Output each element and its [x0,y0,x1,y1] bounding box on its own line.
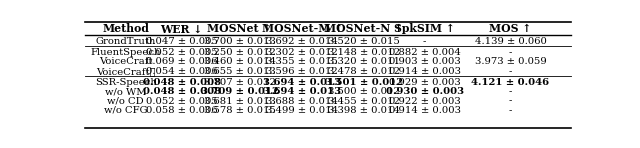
Text: 3.499 ± 0.014: 3.499 ± 0.014 [266,106,339,115]
Text: 0.903 ± 0.003: 0.903 ± 0.003 [389,57,461,66]
Text: 3.578 ± 0.015: 3.578 ± 0.015 [204,106,276,115]
Text: -: - [509,67,512,76]
Text: 3.355 ± 0.015: 3.355 ± 0.015 [266,57,338,66]
Text: 3.692 ± 0.014: 3.692 ± 0.014 [266,37,338,46]
Text: 3.709 ± 0.012: 3.709 ± 0.012 [201,87,278,96]
Text: 0.922 ± 0.003: 0.922 ± 0.003 [389,96,461,106]
Text: 3.455 ± 0.012: 3.455 ± 0.012 [328,96,400,106]
Text: MOSNet ↑: MOSNet ↑ [207,23,272,34]
Text: 3.681 ± 0.013: 3.681 ± 0.013 [204,96,276,106]
Text: WER ↓: WER ↓ [161,23,203,34]
Text: 0.882 ± 0.004: 0.882 ± 0.004 [388,48,461,57]
Text: 0.052 ± 0.005: 0.052 ± 0.005 [146,48,218,57]
Text: 3.520 ± 0.015: 3.520 ± 0.015 [328,37,399,46]
Text: 3.707 ± 0.012: 3.707 ± 0.012 [204,78,276,87]
Text: 0.058 ± 0.006: 0.058 ± 0.006 [146,106,218,115]
Text: -: - [509,96,512,106]
Text: SpkSIM ↑: SpkSIM ↑ [394,23,455,34]
Text: 3.501 ± 0.012: 3.501 ± 0.012 [324,78,403,87]
Text: 3.700 ± 0.013: 3.700 ± 0.013 [204,37,276,46]
Text: -: - [509,48,512,57]
Text: 0.054 ± 0.006: 0.054 ± 0.006 [146,67,218,76]
Text: 3.460 ± 0.014: 3.460 ± 0.014 [204,57,276,66]
Text: 4.121 ± 0.046: 4.121 ± 0.046 [472,78,550,87]
Text: 3.694 ± 0.013: 3.694 ± 0.013 [263,78,341,87]
Text: 0.047 ± 0.005: 0.047 ± 0.005 [146,37,218,46]
Text: 0.914 ± 0.003: 0.914 ± 0.003 [388,106,461,115]
Text: GrondTruth: GrondTruth [95,37,156,46]
Text: 0.930 ± 0.003: 0.930 ± 0.003 [386,87,464,96]
Text: -: - [509,106,512,115]
Text: 0.048 ± 0.008: 0.048 ± 0.008 [143,78,221,87]
Text: 3.655 ± 0.013: 3.655 ± 0.013 [204,67,276,76]
Text: -: - [423,37,426,46]
Text: VoiceCraft: VoiceCraft [99,57,152,66]
Text: FluentSpeech: FluentSpeech [90,48,161,57]
Text: 4.139 ± 0.060: 4.139 ± 0.060 [475,37,547,46]
Text: 0.052 ± 0.005: 0.052 ± 0.005 [146,96,218,106]
Text: SSR-Speech: SSR-Speech [95,78,157,87]
Text: 3.973 ± 0.059: 3.973 ± 0.059 [475,57,547,66]
Text: MOSNet-M ↑: MOSNet-M ↑ [262,23,343,34]
Text: 3.596 ± 0.012: 3.596 ± 0.012 [266,67,338,76]
Text: Method: Method [102,23,149,34]
Text: MOSNet-N ↑: MOSNet-N ↑ [324,23,403,34]
Text: 3.694 ± 0.013: 3.694 ± 0.013 [263,87,341,96]
Text: 3.148 ± 0.012: 3.148 ± 0.012 [328,48,400,57]
Text: -: - [509,87,512,96]
Text: 0.914 ± 0.003: 0.914 ± 0.003 [388,67,461,76]
Text: 3.398 ± 0.014: 3.398 ± 0.014 [328,106,400,115]
Text: w/o CFG: w/o CFG [104,106,147,115]
Text: 0.929 ± 0.003: 0.929 ± 0.003 [389,78,461,87]
Text: 3.302 ± 0.012: 3.302 ± 0.012 [266,48,338,57]
Text: 3.250 ± 0.012: 3.250 ± 0.012 [204,48,276,57]
Text: 3.500 ± 0.012: 3.500 ± 0.012 [328,87,399,96]
Text: 0.069 ± 0.006: 0.069 ± 0.006 [146,57,218,66]
Text: 3.688 ± 0.014: 3.688 ± 0.014 [266,96,338,106]
Text: MOS ↑: MOS ↑ [490,23,532,34]
Text: 3.478 ± 0.012: 3.478 ± 0.012 [328,67,400,76]
Text: VoiceCraft★: VoiceCraft★ [96,67,156,76]
Text: 0.048 ± 0.008: 0.048 ± 0.008 [143,87,221,96]
Text: w/o WM: w/o WM [105,87,147,96]
Text: 3.320 ± 0.011: 3.320 ± 0.011 [328,57,400,66]
Text: w/o CD: w/o CD [108,96,144,106]
